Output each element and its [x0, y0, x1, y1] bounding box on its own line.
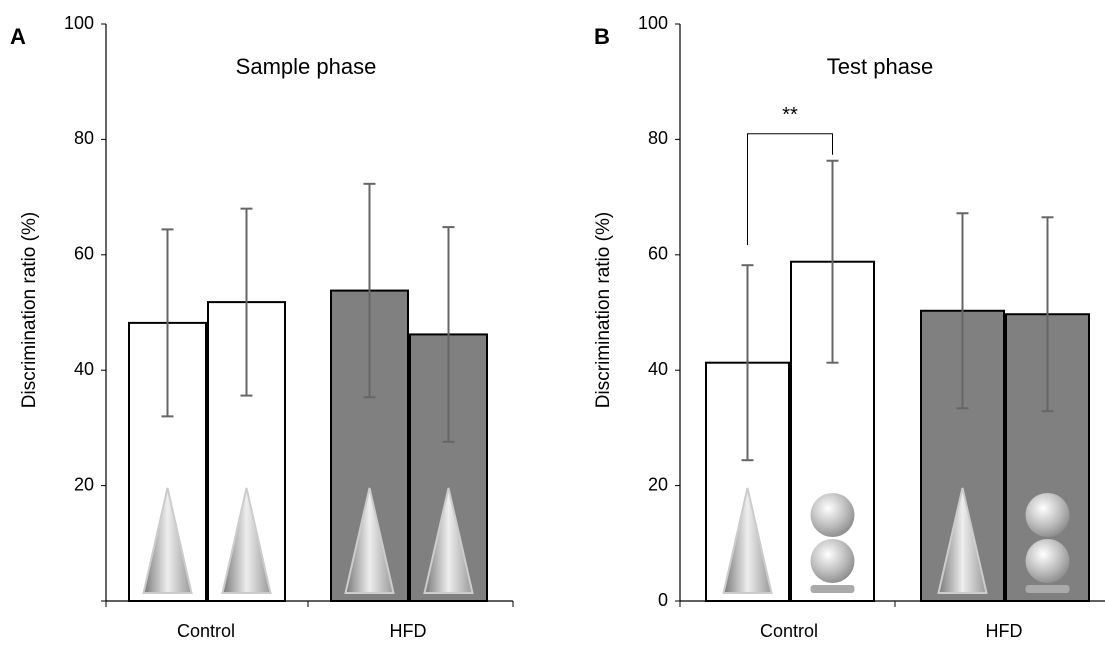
object-icon [937, 487, 988, 594]
y-tick-label: 60 [74, 244, 94, 264]
y-tick-label: 80 [648, 128, 668, 148]
panel-label: B [594, 24, 610, 49]
y-tick-label: 40 [648, 359, 668, 379]
chart-title: Test phase [827, 54, 933, 79]
object-icon [1025, 585, 1070, 593]
object-icon [221, 487, 272, 594]
x-tick-label: HFD [390, 621, 427, 641]
object-icon [142, 487, 193, 594]
significance-label: ** [782, 104, 798, 126]
x-tick-label: Control [177, 621, 235, 641]
object-icon [1025, 493, 1070, 537]
object-icon [722, 487, 773, 594]
x-tick-label: Control [760, 621, 818, 641]
y-axis-label: Discrimination ratio (%) [593, 212, 614, 408]
object-icon [344, 487, 395, 594]
significance-bracket [747, 133, 833, 246]
y-tick-label: 40 [74, 359, 94, 379]
chart-title: Sample phase [236, 54, 377, 79]
y-tick-label: 60 [648, 244, 668, 264]
object-icon [810, 585, 855, 593]
panel-label: A [10, 24, 26, 49]
y-tick-label: 100 [64, 13, 94, 33]
y-tick-label: 20 [648, 474, 668, 494]
object-icon [810, 539, 855, 583]
y-tick-label: 100 [638, 13, 668, 33]
x-tick-label: HFD [986, 621, 1023, 641]
y-tick-label: 20 [74, 474, 94, 494]
object-icon [810, 493, 855, 537]
object-icon [1025, 539, 1070, 583]
y-axis-label: Discrimination ratio (%) [19, 212, 40, 408]
y-tick-label: 0 [658, 590, 668, 610]
y-tick-label: 80 [74, 128, 94, 148]
object-icon [423, 487, 474, 594]
